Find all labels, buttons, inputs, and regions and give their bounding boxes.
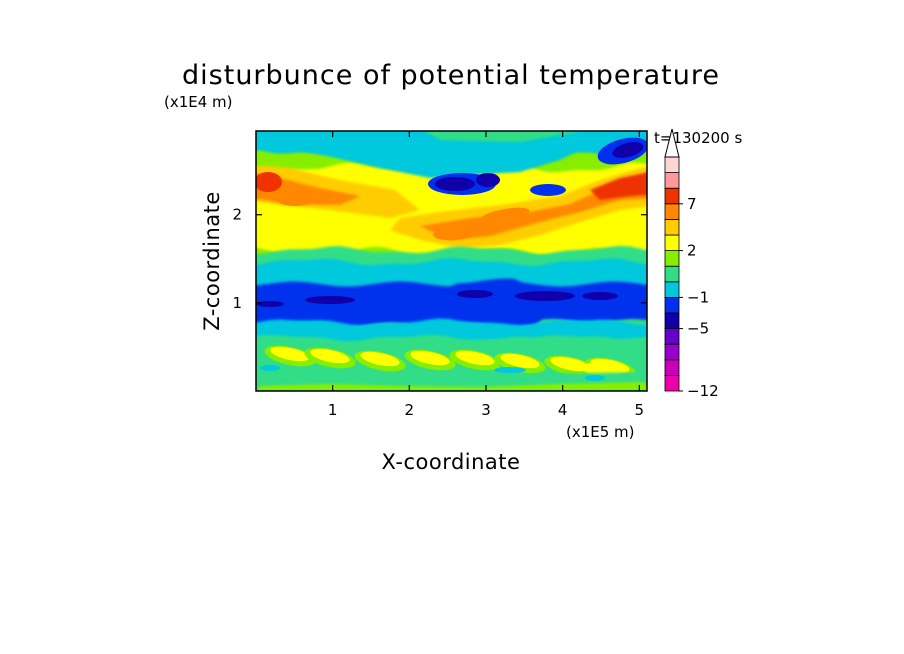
colorbar-bin-2: [664, 343, 680, 361]
colorbar-extend-arrow: [664, 128, 680, 158]
contour-shape-19: [480, 207, 530, 223]
contour-shape-8: [275, 190, 315, 206]
colorbar-bin-7: [664, 265, 680, 283]
plot-frame: [255, 130, 648, 392]
y-tick-label-1: 2: [232, 206, 242, 224]
contour-field: [256, 131, 647, 391]
x-axis: 1 2 3 4 5: [328, 131, 644, 419]
colorbar-label-2: −1: [687, 288, 709, 306]
contour-shape-37: [410, 350, 450, 366]
colorbar-label-4: 7: [687, 195, 697, 213]
contour-shape-11: [476, 173, 500, 187]
contour-shape-22: [256, 278, 647, 327]
contour-shape-4: [425, 131, 583, 142]
chart-title: disturbunce of potential temperature: [182, 60, 720, 91]
contour-shape-51: [494, 367, 526, 373]
contour-shape-45: [590, 358, 630, 374]
colorbar-bin-11: [664, 203, 680, 220]
contour-shape-17: [590, 172, 647, 200]
contour-shape-14: [530, 184, 566, 196]
y-axis: 12: [232, 206, 647, 312]
colorbar-bin-3: [664, 328, 680, 345]
colorbar-bin-0: [664, 374, 680, 392]
contour-shape-39: [455, 350, 495, 366]
colorbar-bin-8: [664, 250, 680, 267]
time-label: t=130200 s: [654, 129, 742, 147]
contour-shape-43: [550, 356, 590, 372]
contour-shape-3: [256, 131, 647, 178]
colorbar-bin-6: [664, 281, 680, 298]
colorbar-bin-4: [664, 312, 680, 330]
x-axis-label: X-coordinate: [382, 450, 521, 474]
x-tick-label-0: 1: [328, 401, 338, 419]
y-tick-label-0: 1: [232, 294, 242, 312]
colorbar-bin-10: [664, 218, 680, 236]
x-tick-label-2: 3: [481, 401, 491, 419]
contour-shape-10: [435, 177, 475, 191]
colorbar-label-0: −12: [687, 382, 719, 400]
colorbar-label-1: −5: [687, 320, 709, 338]
colorbar-label-3: 2: [687, 242, 697, 260]
contour-shape-25: [515, 291, 575, 301]
contour-shape-7: [256, 172, 282, 192]
contour-shape-52: [585, 375, 605, 381]
contour-shape-41: [500, 353, 540, 369]
contour-shape-33: [310, 348, 350, 364]
contour-shape-26: [582, 292, 618, 300]
contour-shape-35: [360, 351, 400, 367]
contour-shape-50: [260, 365, 280, 371]
colorbar-bin-14: [664, 156, 680, 174]
contour-shape-48: [256, 382, 647, 391]
y-scale-note: (x1E4 m): [164, 93, 233, 111]
contour-shape-31: [270, 346, 310, 362]
contour-shape-21: [256, 257, 647, 295]
contour-shape-16: [420, 173, 647, 240]
colorbar-bin-13: [664, 172, 680, 189]
colorbar-bin-12: [664, 187, 680, 205]
contour-shape-13: [612, 142, 644, 158]
colorbar-bin-1: [664, 359, 680, 376]
x-tick-label-1: 2: [405, 401, 415, 419]
contour-shape-27: [256, 301, 284, 307]
x-scale-note: (x1E5 m): [566, 423, 635, 441]
colorbar-bin-9: [664, 234, 680, 252]
x-tick-label-3: 4: [558, 401, 568, 419]
contour-shape-23: [305, 296, 355, 304]
contour-shape-18: [433, 225, 477, 241]
colorbar: −12−5−127: [664, 128, 719, 400]
colorbar-bin-5: [664, 296, 680, 314]
y-axis-label: Z-coordinate: [200, 191, 224, 331]
x-tick-label-4: 5: [635, 401, 645, 419]
contour-shape-24: [457, 290, 493, 298]
